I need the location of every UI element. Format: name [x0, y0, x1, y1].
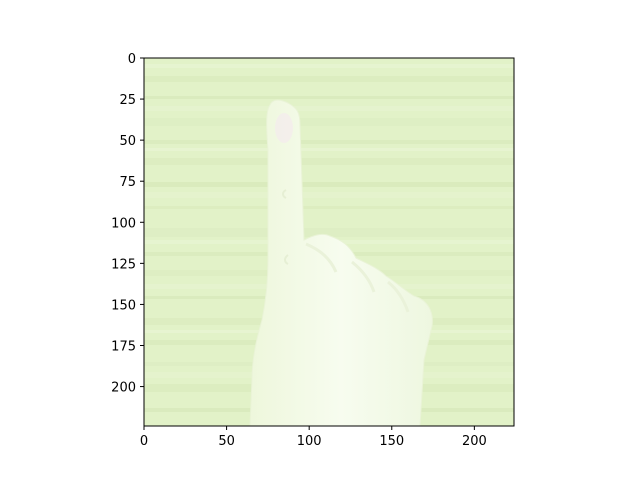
y-tick-label: 125 [111, 257, 136, 272]
x-axis: 0 50 100 150 200 [140, 426, 487, 449]
y-tick-label: 200 [111, 381, 136, 396]
finger-crease [284, 254, 289, 265]
x-tick-label: 100 [297, 434, 322, 449]
axes-frame [143, 57, 515, 427]
x-tick-label: 150 [379, 434, 404, 449]
x-tick-label: 200 [462, 434, 487, 449]
y-tick-label: 150 [111, 298, 136, 313]
y-tick-label: 25 [119, 93, 136, 108]
y-axis: 0 25 50 75 100 125 150 175 200 [111, 52, 144, 396]
knuckle-line [305, 242, 338, 273]
knuckle-line [351, 260, 376, 293]
y-tick-label: 75 [119, 175, 136, 190]
y-tick-label: 50 [119, 134, 136, 149]
y-tick-label: 175 [111, 340, 136, 355]
y-tick-label: 0 [128, 52, 136, 67]
fingernail [275, 113, 293, 143]
finger-crease [282, 189, 287, 199]
x-tick-label: 0 [140, 434, 148, 449]
image-area [144, 58, 514, 426]
hand-icon [249, 99, 433, 426]
x-tick-label: 50 [218, 434, 235, 449]
knuckle-line [387, 280, 410, 313]
y-tick-label: 100 [111, 216, 136, 231]
